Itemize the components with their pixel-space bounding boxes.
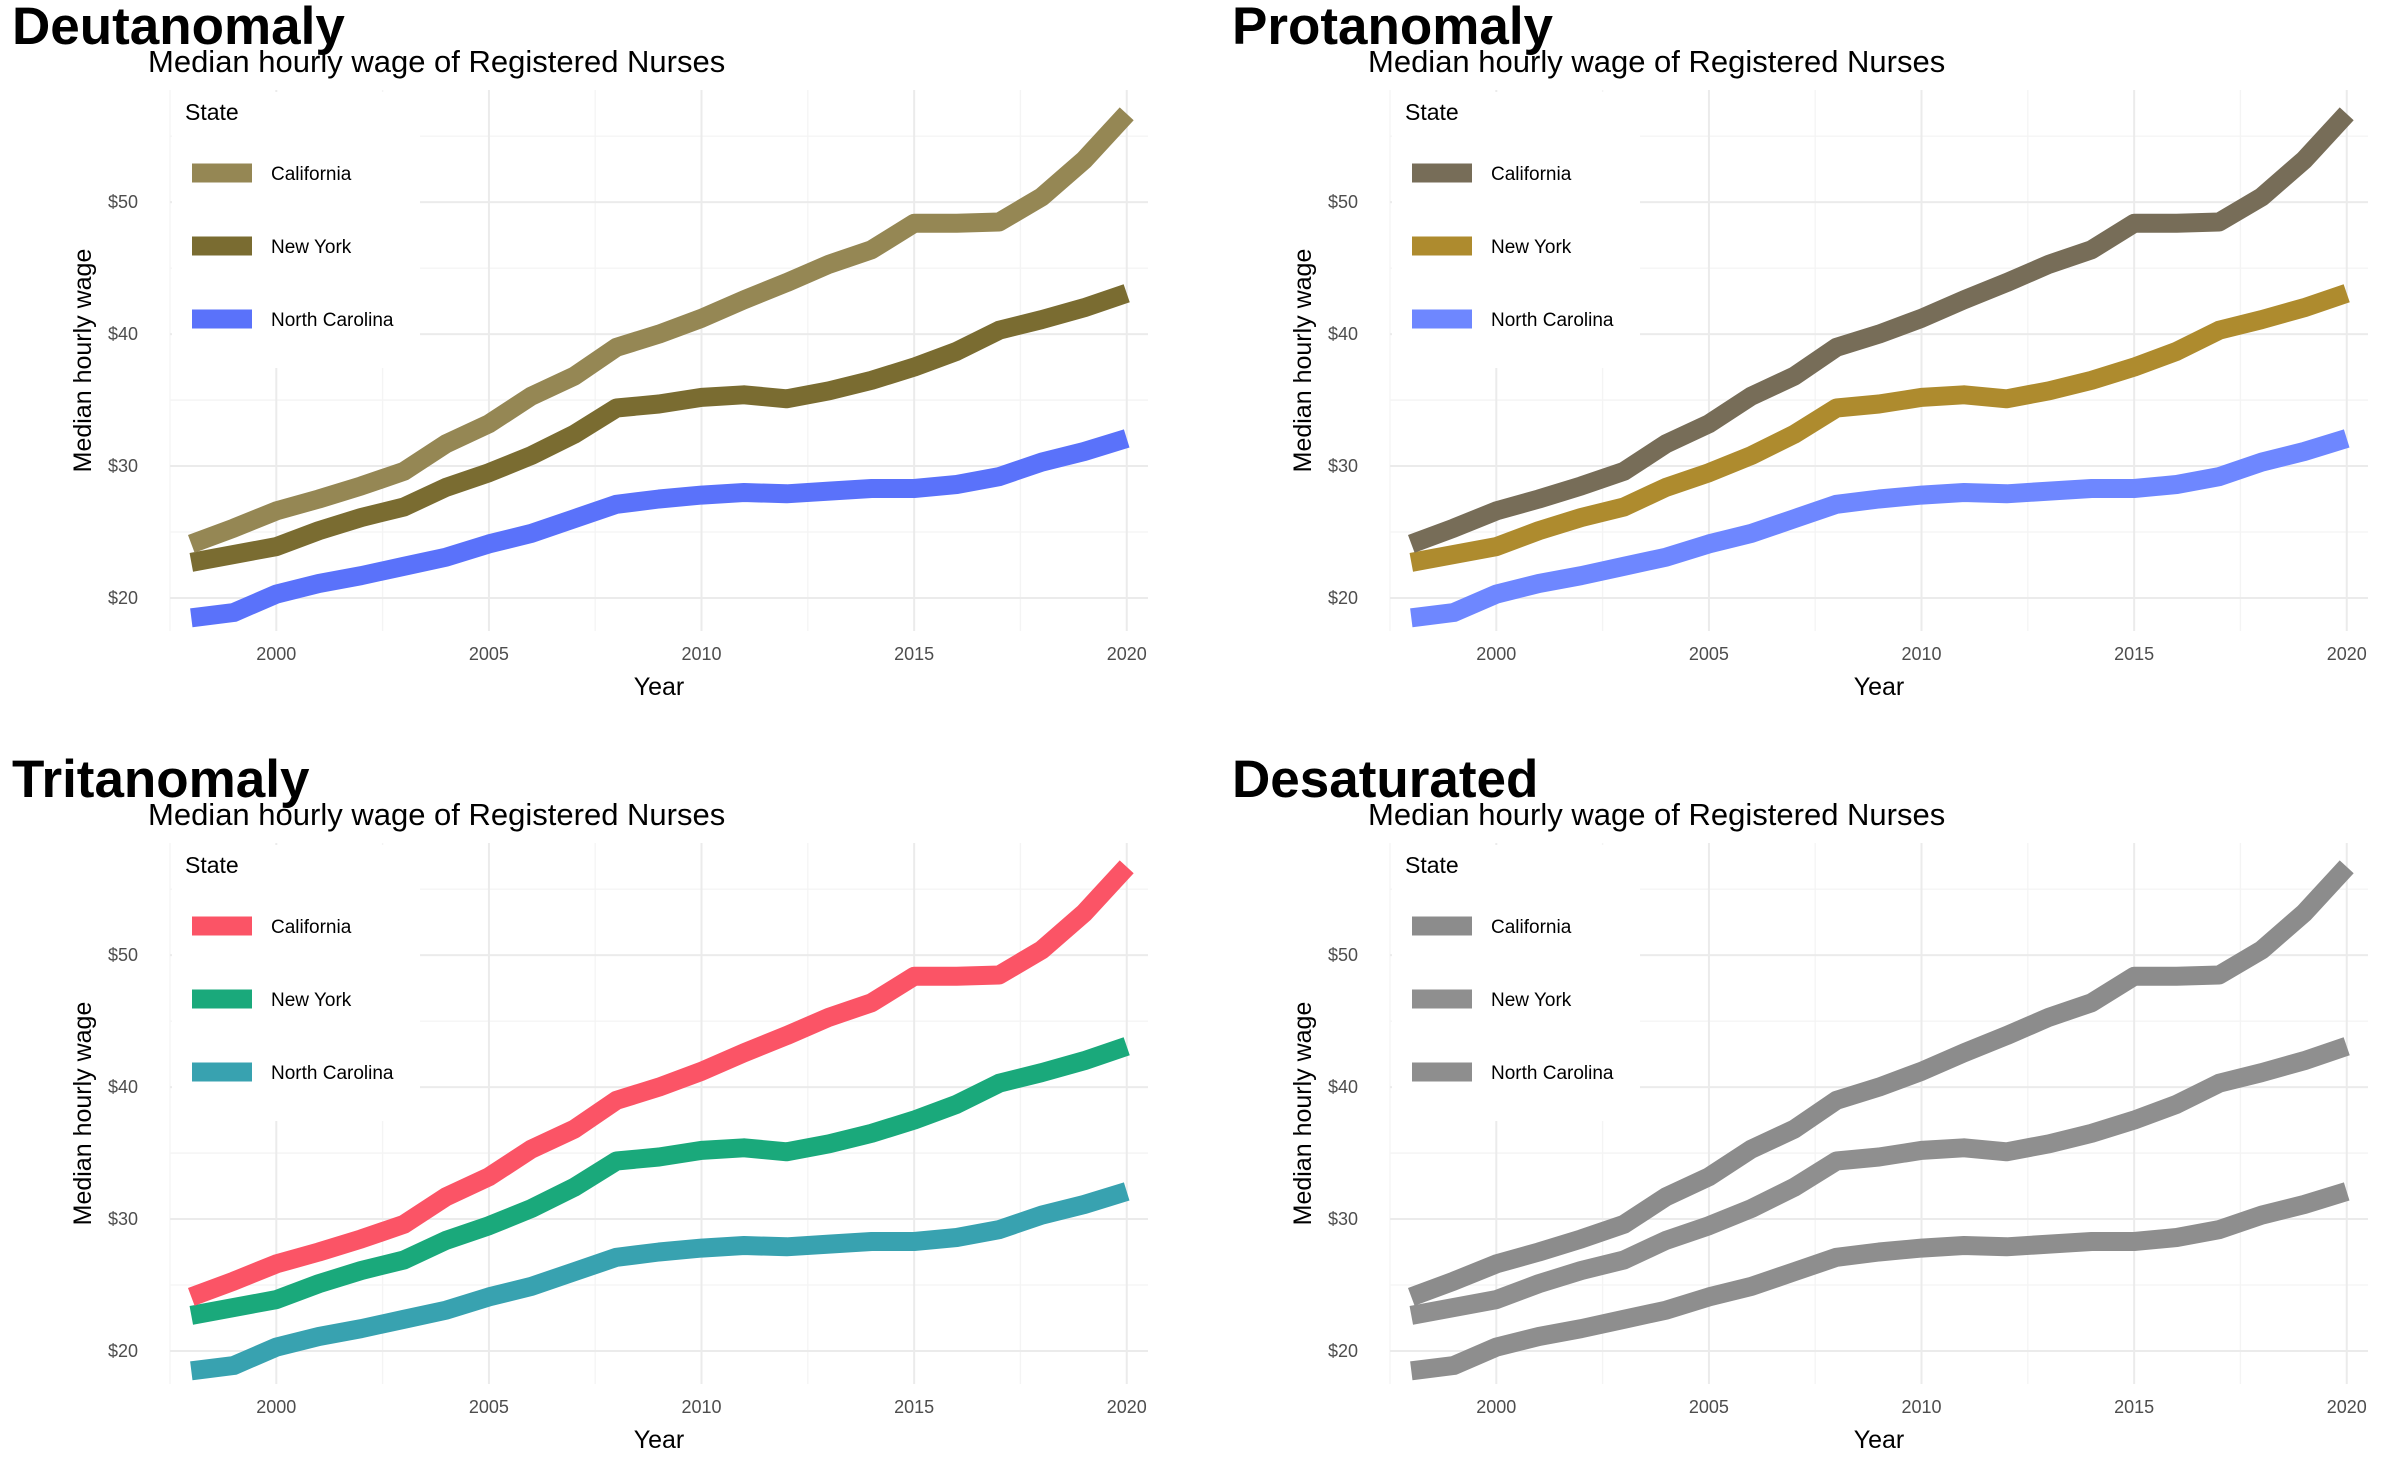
legend-label: North Carolina	[1491, 1063, 1614, 1084]
legend-label: California	[1491, 164, 1572, 185]
y-axis-title: Median hourly wage	[69, 1002, 97, 1226]
legend: State California New York North Carolina	[1392, 845, 1640, 1121]
chart-title: Median hourly wage of Registered Nurses	[148, 797, 725, 832]
y-axis-title: Median hourly wage	[1289, 1002, 1317, 1226]
series-line-new-york	[189, 284, 1130, 572]
x-tick-label: 2020	[2327, 1397, 2367, 1417]
legend-label: New York	[271, 237, 352, 258]
series-line-california	[187, 860, 1134, 1306]
legend-label: California	[271, 164, 352, 185]
x-tick-label: 2020	[2327, 644, 2367, 664]
y-tick-label: $40	[1328, 1077, 1358, 1097]
series-lines	[187, 860, 1134, 1381]
series-line-california	[1407, 860, 2354, 1306]
y-tick-label: $50	[1328, 192, 1358, 212]
series-line-north-carolina	[190, 1182, 1130, 1381]
x-tick-label: 2015	[2114, 644, 2154, 664]
x-tick-label: 2005	[1689, 644, 1729, 664]
series-line-new-york	[189, 1037, 1130, 1325]
series-line-new-york	[1409, 284, 2350, 572]
legend: State California New York North Carolina	[1392, 92, 1640, 368]
y-tick-label: $30	[108, 1209, 138, 1229]
x-tick-label: 2000	[256, 1397, 296, 1417]
y-axis-title: Median hourly wage	[69, 249, 97, 473]
legend-title: State	[1405, 99, 1459, 125]
panel-title: Tritanomaly	[12, 750, 310, 809]
x-axis-title: Year	[1854, 1426, 1905, 1454]
y-tick-label: $20	[1328, 1341, 1358, 1361]
legend-title: State	[185, 852, 239, 878]
x-tick-label: 2015	[894, 1397, 934, 1417]
y-tick-label: $40	[1328, 324, 1358, 344]
y-tick-label: $20	[108, 1341, 138, 1361]
x-tick-label: 2010	[681, 1397, 721, 1417]
x-tick-label: 2020	[1107, 644, 1147, 664]
x-tick-label: 2005	[1689, 1397, 1729, 1417]
series-line-california	[187, 107, 1134, 553]
legend-label: North Carolina	[271, 310, 394, 331]
y-axis-title: Median hourly wage	[1289, 249, 1317, 473]
series-line-north-carolina	[1410, 429, 2350, 628]
panel-desaturated: $20 $30 $40 $50 2000 2005 2010 2015 2020 Year Medi…	[1232, 750, 2368, 1454]
y-tick-label: $20	[108, 588, 138, 608]
x-axis-title: Year	[1854, 673, 1905, 701]
legend-label: California	[1491, 917, 1572, 938]
panel-title: Deutanomaly	[12, 0, 345, 56]
y-tick-label: $30	[1328, 1209, 1358, 1229]
legend-label: New York	[1491, 237, 1572, 258]
y-tick-label: $50	[108, 192, 138, 212]
x-axis-title: Year	[634, 673, 685, 701]
y-tick-label: $30	[108, 456, 138, 476]
panel-protanomaly: $20 $30 $40 $50 2000 2005 2010 2015 2020 Year Medi…	[1232, 0, 2368, 701]
x-axis-title: Year	[634, 1426, 685, 1454]
legend-label: New York	[1491, 990, 1572, 1011]
panel-deutanomaly: $20 $30 $40 $50 2000 2005 2010 2015 2020 Year Medi…	[12, 0, 1148, 701]
legend: State California New York North Carolina	[172, 92, 420, 368]
y-tick-label: $40	[108, 1077, 138, 1097]
series-line-north-carolina	[190, 429, 1130, 628]
panel-title: Protanomaly	[1232, 0, 1554, 56]
series-lines	[187, 107, 1134, 628]
series-line-new-york	[1409, 1037, 2350, 1325]
y-tick-label: $50	[1328, 945, 1358, 965]
series-line-california	[1407, 107, 2354, 553]
x-tick-label: 2005	[469, 644, 509, 664]
y-tick-label: $30	[1328, 456, 1358, 476]
x-tick-label: 2000	[1476, 1397, 1516, 1417]
legend-title: State	[185, 99, 239, 125]
panel-tritanomaly: $20 $30 $40 $50 2000 2005 2010 2015 2020 Year Medi…	[12, 750, 1148, 1454]
legend-label: North Carolina	[1491, 310, 1614, 331]
x-tick-label: 2015	[894, 644, 934, 664]
panel-title: Desaturated	[1232, 750, 1538, 809]
x-tick-label: 2000	[1476, 644, 1516, 664]
chart-title: Median hourly wage of Registered Nurses	[1368, 797, 1945, 832]
series-line-north-carolina	[1410, 1182, 2350, 1381]
legend: State California New York North Carolina	[172, 845, 420, 1121]
x-tick-label: 2020	[1107, 1397, 1147, 1417]
legend-label: New York	[271, 990, 352, 1011]
x-tick-label: 2010	[1901, 644, 1941, 664]
y-tick-label: $40	[108, 324, 138, 344]
x-tick-label: 2010	[681, 644, 721, 664]
y-tick-label: $20	[1328, 588, 1358, 608]
x-tick-label: 2005	[469, 1397, 509, 1417]
x-tick-label: 2000	[256, 644, 296, 664]
series-lines	[1407, 860, 2354, 1381]
x-tick-label: 2015	[2114, 1397, 2154, 1417]
chart-title: Median hourly wage of Registered Nurses	[1368, 44, 1945, 79]
x-tick-label: 2010	[1901, 1397, 1941, 1417]
series-lines	[1407, 107, 2354, 628]
chart-title: Median hourly wage of Registered Nurses	[148, 44, 725, 79]
legend-label: North Carolina	[271, 1063, 394, 1084]
legend-label: California	[271, 917, 352, 938]
legend-title: State	[1405, 852, 1459, 878]
y-tick-label: $50	[108, 945, 138, 965]
